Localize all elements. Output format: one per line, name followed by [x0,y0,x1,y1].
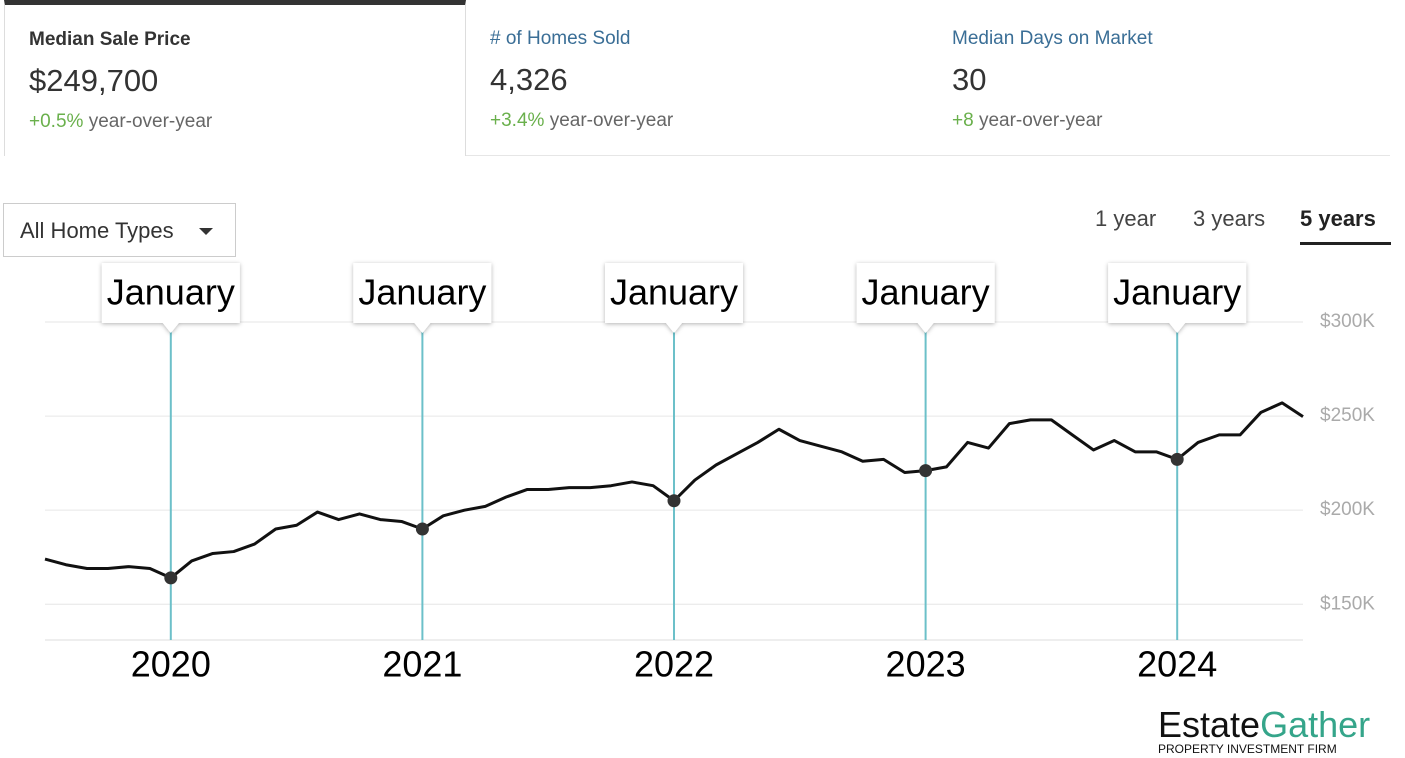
point [919,464,933,478]
x-tick-label: 2023 [886,644,966,685]
tab-label: Median Sale Price [29,29,191,50]
point [415,522,429,536]
tab-label: Median Days on Market [952,28,1153,49]
logo: EstateGather PROPERTY INVESTMENT FIRM [1158,704,1370,756]
x-tick-label: 2022 [634,644,714,685]
point [1170,452,1184,466]
annotation-box [856,263,995,333]
range-option[interactable]: 3 years [1193,206,1266,231]
y-tick-label: $150K [1320,593,1375,614]
tab-value: 4,326 [490,62,568,97]
y-tick-label: $200K [1320,499,1375,520]
change: +0.5% [29,111,84,132]
logo-tagline: PROPERTY INVESTMENT FIRM [1158,742,1337,756]
logo-part: Gather [1260,704,1371,745]
range-option[interactable]: 5 years [1300,206,1391,245]
change: +8 [952,110,974,131]
annotation-text: January [107,272,235,313]
range-option[interactable]: 1 year [1095,206,1157,231]
dropdown-label: All Home Types [20,218,174,243]
y-tick-label: $300K [1320,311,1375,332]
annotation-text: January [610,272,738,313]
y-tick-label: $250K [1320,405,1375,426]
change-suffix: year-over-year [978,110,1103,131]
annotation-box [1108,263,1247,333]
point [667,494,681,508]
logo-part: Estate [1158,704,1261,745]
tab-change: +0.5% year-over-year [29,111,441,133]
x-tick-label: 2024 [1137,644,1217,685]
point [164,571,178,585]
tab-label: # of Homes Sold [490,28,631,49]
annotation-text: January [358,272,486,313]
x-tick-label: 2020 [131,644,211,685]
x-tick-label: 2021 [382,644,462,685]
tab[interactable]: Median Sale Price $249,700 +0.5% year-over… [4,0,466,156]
logo-name: EstateGather [1158,704,1370,746]
change-suffix: year-over-year [88,111,213,132]
tab-value: $249,700 [29,63,159,98]
annotation-text: January [862,272,990,313]
annotation-box [101,263,240,333]
annotation-box [605,263,743,333]
change-suffix: year-over-year [549,110,674,131]
tab-value: 30 [952,62,987,97]
dropdown[interactable]: All Home Types [3,203,236,257]
tab[interactable]: Median Days on Market 30 +8 year-over-year [928,0,1390,156]
annotation-text: January [1113,272,1241,313]
annotation-box [353,263,492,333]
change: +3.4% [490,110,545,131]
tab[interactable]: # of Homes Sold 4,326 +3.4% year-over-year [466,0,928,156]
tab-change: +3.4% year-over-year [490,110,904,132]
dropdown-arrow [199,228,213,235]
tab-change: +8 year-over-year [952,110,1366,132]
chart: $150K $200K $250K $300K 2020 2021 2022 2023 2024… [44,263,1375,685]
